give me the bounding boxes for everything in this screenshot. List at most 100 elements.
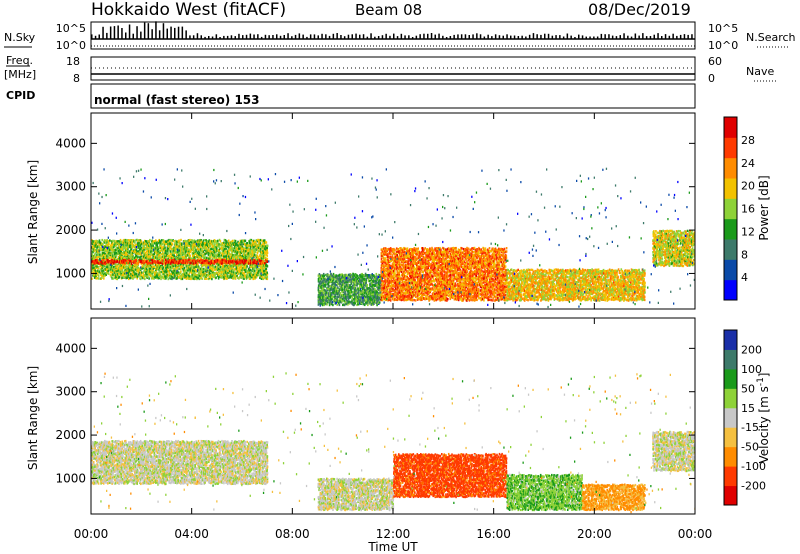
echo-cell xyxy=(364,299,367,302)
echo-cell xyxy=(105,239,107,242)
echo-cell xyxy=(117,256,120,259)
echo-cell xyxy=(193,266,195,270)
echo-cell xyxy=(218,238,221,242)
echo-cell xyxy=(143,239,146,243)
echo-cell xyxy=(364,274,367,278)
echo-cell xyxy=(173,254,175,257)
echo-cell xyxy=(331,294,333,297)
echo-cell xyxy=(165,258,167,262)
echo-cell xyxy=(242,257,244,261)
echo-cell xyxy=(207,261,210,265)
echo-cell xyxy=(371,289,373,293)
echo-cell xyxy=(261,263,264,266)
echo-cell xyxy=(259,238,262,242)
echo-cell xyxy=(191,267,193,270)
noise-bar xyxy=(109,26,112,39)
echo-cell xyxy=(261,269,263,273)
echo-cell xyxy=(146,242,149,245)
noise-bar xyxy=(510,35,512,39)
echo-cell xyxy=(387,282,389,286)
echo-cell xyxy=(378,298,380,301)
echo-cell xyxy=(347,299,349,303)
echo-cell xyxy=(328,288,331,291)
echo-cell xyxy=(148,251,150,255)
echo-cell xyxy=(153,249,155,253)
echo-cell xyxy=(363,279,365,283)
echo-cell xyxy=(318,302,321,305)
echo-cell xyxy=(114,248,117,252)
echo-cell xyxy=(211,244,214,247)
echo-cell xyxy=(93,253,96,257)
echo-cell xyxy=(244,239,247,242)
echo-cell xyxy=(118,275,121,279)
echo-cell xyxy=(253,266,256,269)
echo-cell xyxy=(174,260,176,263)
echo-cell xyxy=(396,270,398,273)
echo-cell xyxy=(121,263,123,266)
echo-cell xyxy=(201,272,204,275)
echo-cell xyxy=(124,262,126,265)
echo-cell xyxy=(126,249,128,252)
echo-cell xyxy=(122,266,124,270)
echo-cell xyxy=(326,288,329,292)
echo-cell xyxy=(343,292,346,295)
noise-bar xyxy=(204,36,206,39)
noise-bar xyxy=(185,30,187,39)
echo-cell xyxy=(128,265,131,269)
echo-cell xyxy=(161,272,164,276)
echo-cell xyxy=(207,249,210,252)
echo-cell xyxy=(96,273,98,277)
echo-cell xyxy=(157,260,160,263)
echo-cell xyxy=(378,274,381,277)
echo-cell xyxy=(380,296,383,299)
echo-cell xyxy=(384,277,386,280)
noise-bar xyxy=(668,35,671,39)
echo-cell xyxy=(150,243,152,246)
echo-cell xyxy=(392,249,394,253)
echo-cell xyxy=(180,242,183,245)
echo-cell xyxy=(244,276,247,279)
echo-cell xyxy=(209,250,211,253)
echo-cell xyxy=(356,299,358,302)
echo-cell xyxy=(144,260,147,264)
echo-cell xyxy=(345,297,347,300)
echo-cell xyxy=(202,272,205,275)
echo-cell xyxy=(162,266,164,269)
echo-cell xyxy=(327,286,330,290)
echo-cell xyxy=(120,261,122,265)
echo-cell xyxy=(160,265,163,269)
noise-bar xyxy=(442,35,444,39)
echo-cell xyxy=(143,276,145,279)
echo-cell xyxy=(241,245,244,248)
echo-cell xyxy=(395,291,398,294)
echo-cell xyxy=(147,268,150,271)
echo-cell xyxy=(193,256,195,259)
echo-cell xyxy=(205,249,207,252)
echo-cell xyxy=(227,248,229,251)
echo-cell xyxy=(179,260,181,264)
echo-cell xyxy=(113,239,116,243)
echo-cell xyxy=(266,271,268,274)
echo-cell xyxy=(164,262,167,265)
echo-cell xyxy=(359,301,362,304)
echo-cell xyxy=(390,288,393,291)
echo-cell xyxy=(346,296,348,300)
echo-cell xyxy=(209,272,211,276)
echo-cell xyxy=(265,267,268,270)
echo-cell xyxy=(330,280,332,284)
echo-cell xyxy=(381,291,384,295)
echo-cell xyxy=(146,259,149,263)
echo-cell xyxy=(192,247,195,250)
echo-cell xyxy=(127,240,129,243)
echo-cell xyxy=(126,273,128,277)
echo-cell xyxy=(148,240,150,243)
noise-bar xyxy=(430,33,433,39)
echo-cell xyxy=(112,242,114,245)
echo-cell xyxy=(380,248,383,251)
echo-cell xyxy=(331,297,333,301)
echo-cell xyxy=(330,299,332,302)
echo-cell xyxy=(194,247,196,250)
echo-cell xyxy=(356,274,358,277)
echo-cell xyxy=(385,268,388,271)
echo-cell xyxy=(147,272,150,275)
